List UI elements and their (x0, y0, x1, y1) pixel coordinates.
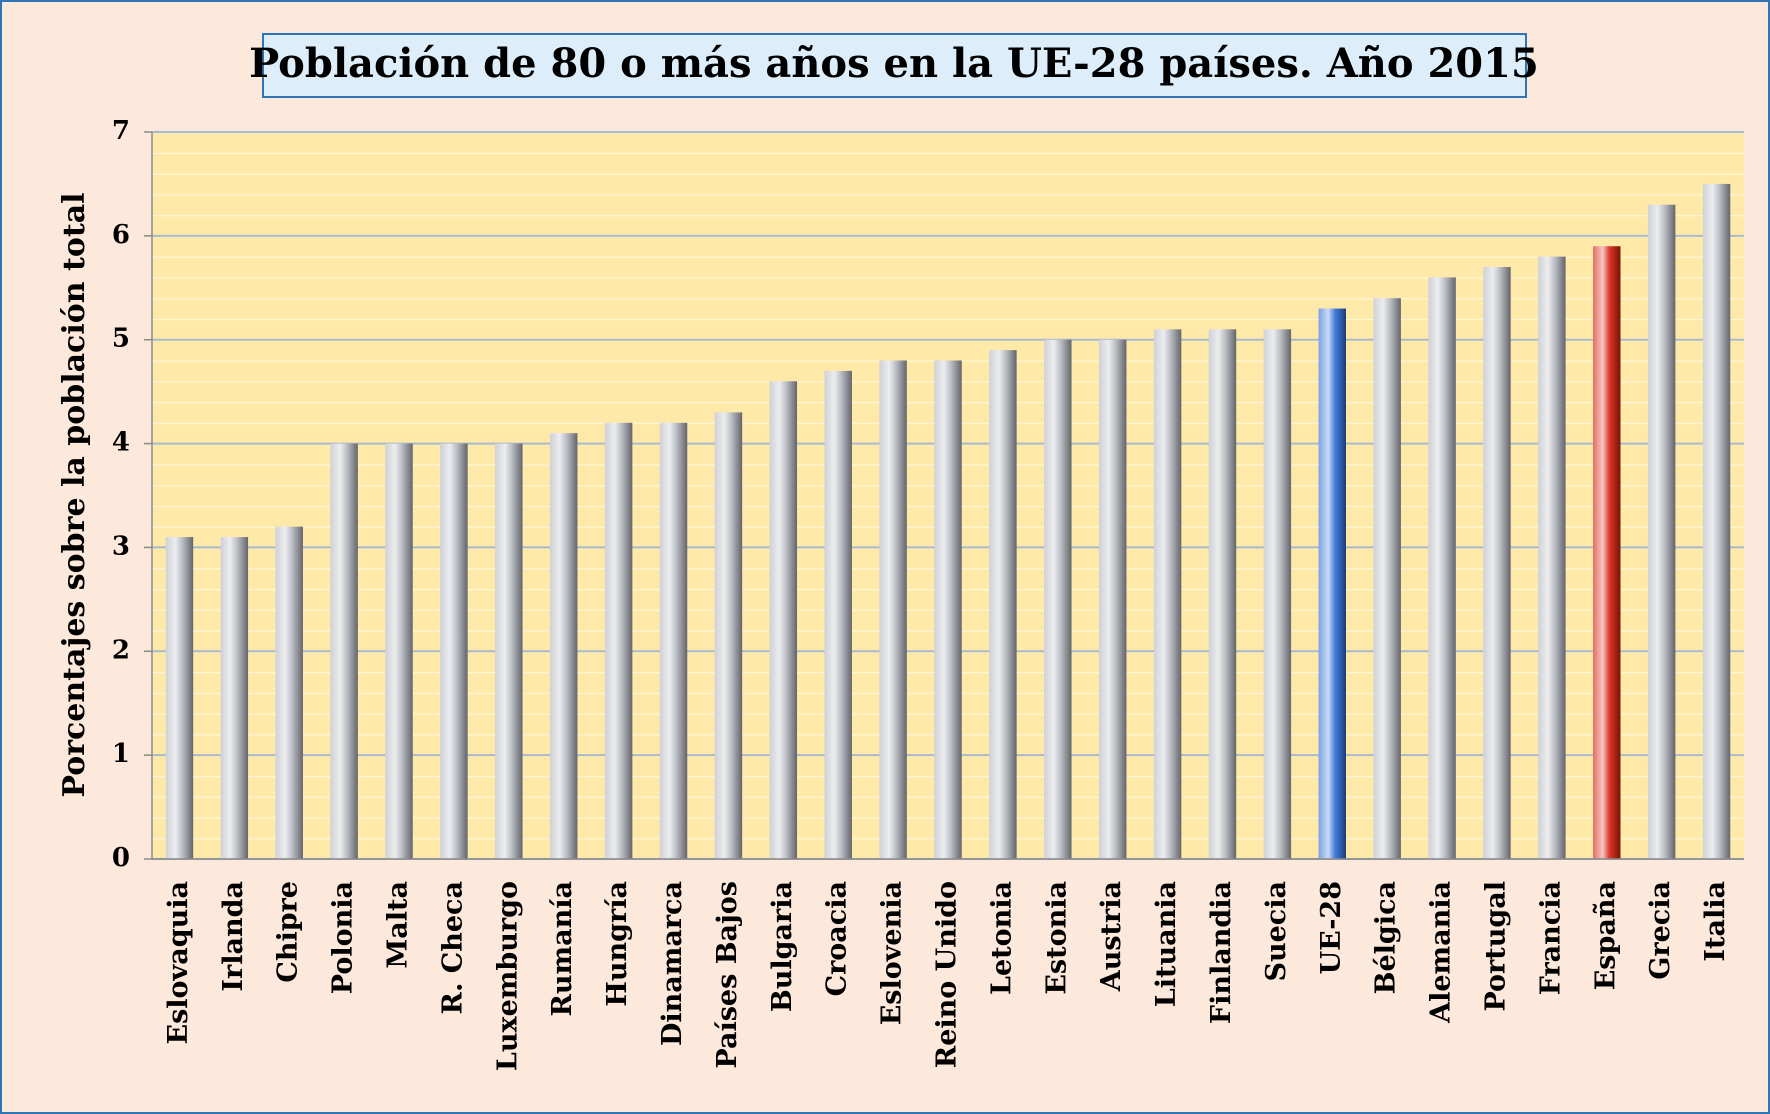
x-tick-label: Chipre (273, 881, 304, 983)
x-tick-label: UE-28 (1316, 881, 1347, 974)
bar (1647, 204, 1676, 859)
x-tick-label: Bulgaria (767, 881, 798, 1012)
y-tick-label: 0 (112, 843, 130, 873)
y-tick-label: 5 (112, 324, 130, 354)
x-tick-label: Austria (1096, 881, 1127, 992)
bar (1153, 329, 1182, 859)
bar (714, 412, 743, 859)
x-tick-label: Polonia (328, 881, 359, 994)
x-tick-label: Luxemburgo (492, 881, 523, 1071)
bar (1098, 339, 1127, 859)
bar (440, 443, 468, 859)
bar (220, 537, 249, 859)
bar (1318, 308, 1346, 859)
x-tick-label: Portugal (1480, 881, 1511, 1012)
y-axis-label: Porcentajes sobre la población total (57, 192, 92, 797)
bar (1263, 329, 1292, 859)
x-tick-label: Suecia (1261, 881, 1292, 982)
x-tick-label: Países Bajos (712, 881, 743, 1069)
x-tick-label: Lituania (1151, 881, 1182, 1007)
x-tick-label: Reino Unido (932, 881, 963, 1068)
x-tick-label: Francia (1535, 881, 1566, 995)
y-tick-label: 7 (112, 116, 130, 146)
bar (165, 537, 194, 859)
bar (550, 433, 578, 859)
x-tick-label: Eslovenia (877, 881, 908, 1025)
y-tick-label: 3 (112, 531, 130, 561)
x-tick-label: España (1590, 881, 1621, 990)
bar (1373, 298, 1401, 860)
x-tick-label: Italia (1700, 881, 1731, 962)
x-tick-label: Estonia (1041, 881, 1072, 995)
bar (1593, 246, 1621, 859)
x-tick-label: Croacia (822, 881, 853, 996)
x-tick-label: Alemania (1426, 881, 1457, 1024)
x-tick-label: Irlanda (218, 881, 249, 992)
y-tick-label: 4 (112, 428, 130, 458)
bar (1044, 339, 1072, 859)
bar (1483, 267, 1511, 859)
x-tick-label: Grecia (1645, 881, 1676, 980)
chart-title: Población de 80 o más años en la UE-28 p… (249, 40, 1539, 87)
x-tick-label: Eslovaquia (163, 881, 194, 1045)
bar (659, 422, 688, 859)
bar (824, 370, 852, 859)
x-tick-label: Finlandia (1206, 881, 1237, 1024)
bar (989, 350, 1017, 859)
x-tick-label: Hungría (602, 881, 633, 1007)
bar (934, 360, 962, 859)
bar (1538, 256, 1566, 860)
x-tick-label: Malta (383, 881, 414, 969)
x-tick-label: Rumanía (547, 881, 578, 1017)
bar (330, 443, 358, 859)
x-tick-label: Dinamarca (657, 881, 688, 1046)
bar (1702, 183, 1731, 859)
bar (275, 526, 303, 859)
bar (604, 422, 633, 859)
x-tick-label: R. Checa (437, 881, 468, 1014)
bar (495, 443, 523, 859)
y-tick-label: 1 (112, 739, 130, 769)
bar (769, 381, 798, 859)
bar (879, 360, 907, 859)
y-tick-label: 2 (112, 635, 130, 665)
bar (1428, 277, 1456, 859)
x-tick-label: Letonia (986, 881, 1017, 995)
bar (385, 443, 413, 859)
title-box (262, 33, 1527, 98)
y-tick-label: 6 (112, 220, 130, 250)
bar (1208, 329, 1237, 859)
x-tick-label: Bélgica (1371, 881, 1402, 994)
